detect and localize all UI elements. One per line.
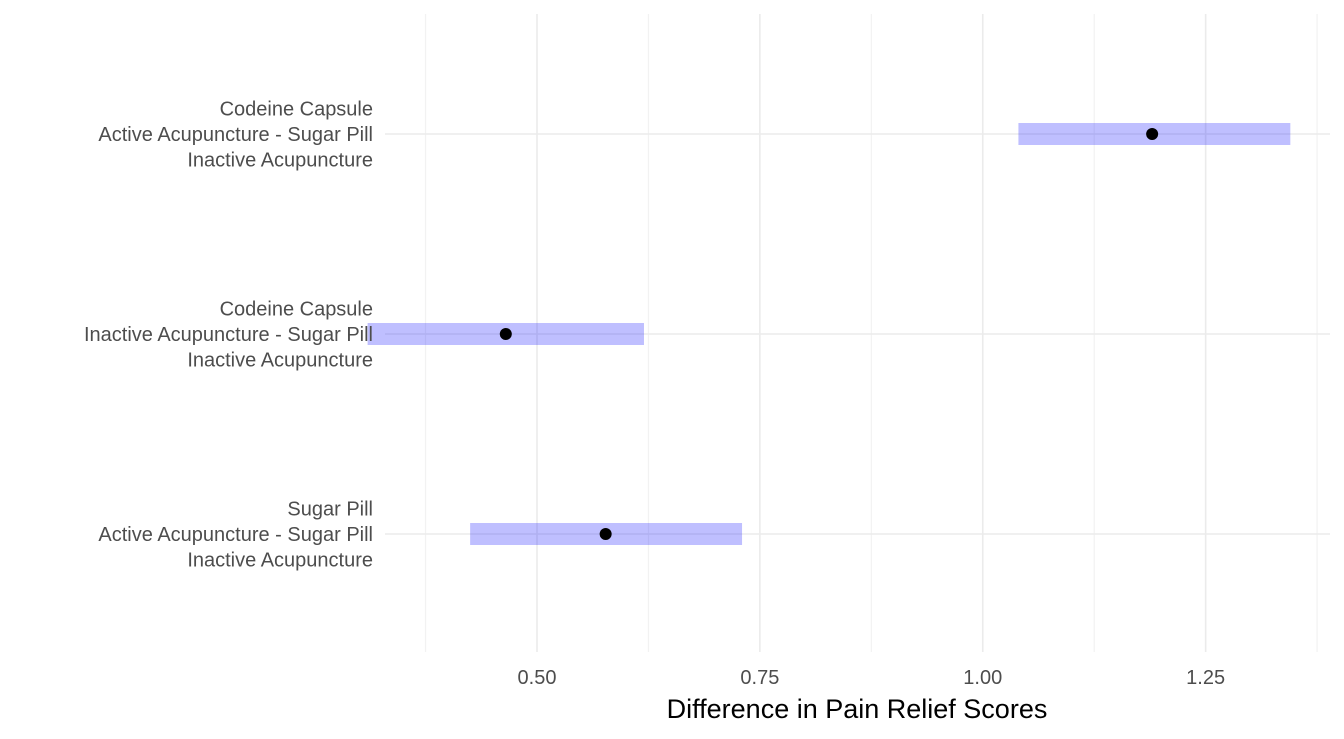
x-tick-label: 1.00 [963,667,1002,689]
x-tick-label: 0.50 [518,667,557,689]
estimate-point [499,328,512,340]
estimate-point [1146,128,1159,140]
x-axis-title: Difference in Pain Relief Scores [667,694,1048,724]
y-axis-labels: Codeine Capsule Active Acupuncture - Suga… [84,99,373,572]
y-tick-label-line: Active Acupuncture - Sugar Pill [98,124,373,146]
y-tick-label: Codeine Capsule Active Acupuncture - Suga… [98,99,373,172]
estimate-point [599,528,612,540]
y-tick-label-line: Sugar Pill [287,499,373,521]
y-tick-label-line: Active Acupuncture - Sugar Pill [98,524,373,546]
y-tick-label-line: Inactive Acupuncture - Sugar Pill [84,324,373,346]
y-tick-label-line: Codeine Capsule [220,99,373,121]
grid-layer [385,14,1330,652]
y-tick-label-line: Inactive Acupuncture [187,150,373,172]
y-tick-label-line: Inactive Acupuncture [187,350,373,372]
y-tick-label-line: Codeine Capsule [220,299,373,321]
y-tick-label: Codeine Capsule Inactive Acupuncture - Su… [84,299,373,372]
x-tick-label: 0.75 [740,667,779,689]
x-tick-label: 1.25 [1186,667,1225,689]
y-tick-label-line: Inactive Acupuncture [187,550,373,572]
x-axis-labels: 0.50 0.75 1.00 1.25 [518,667,1226,689]
point-layer [499,128,1159,540]
y-tick-label: Sugar Pill Active Acupuncture - Sugar Pil… [98,499,373,572]
